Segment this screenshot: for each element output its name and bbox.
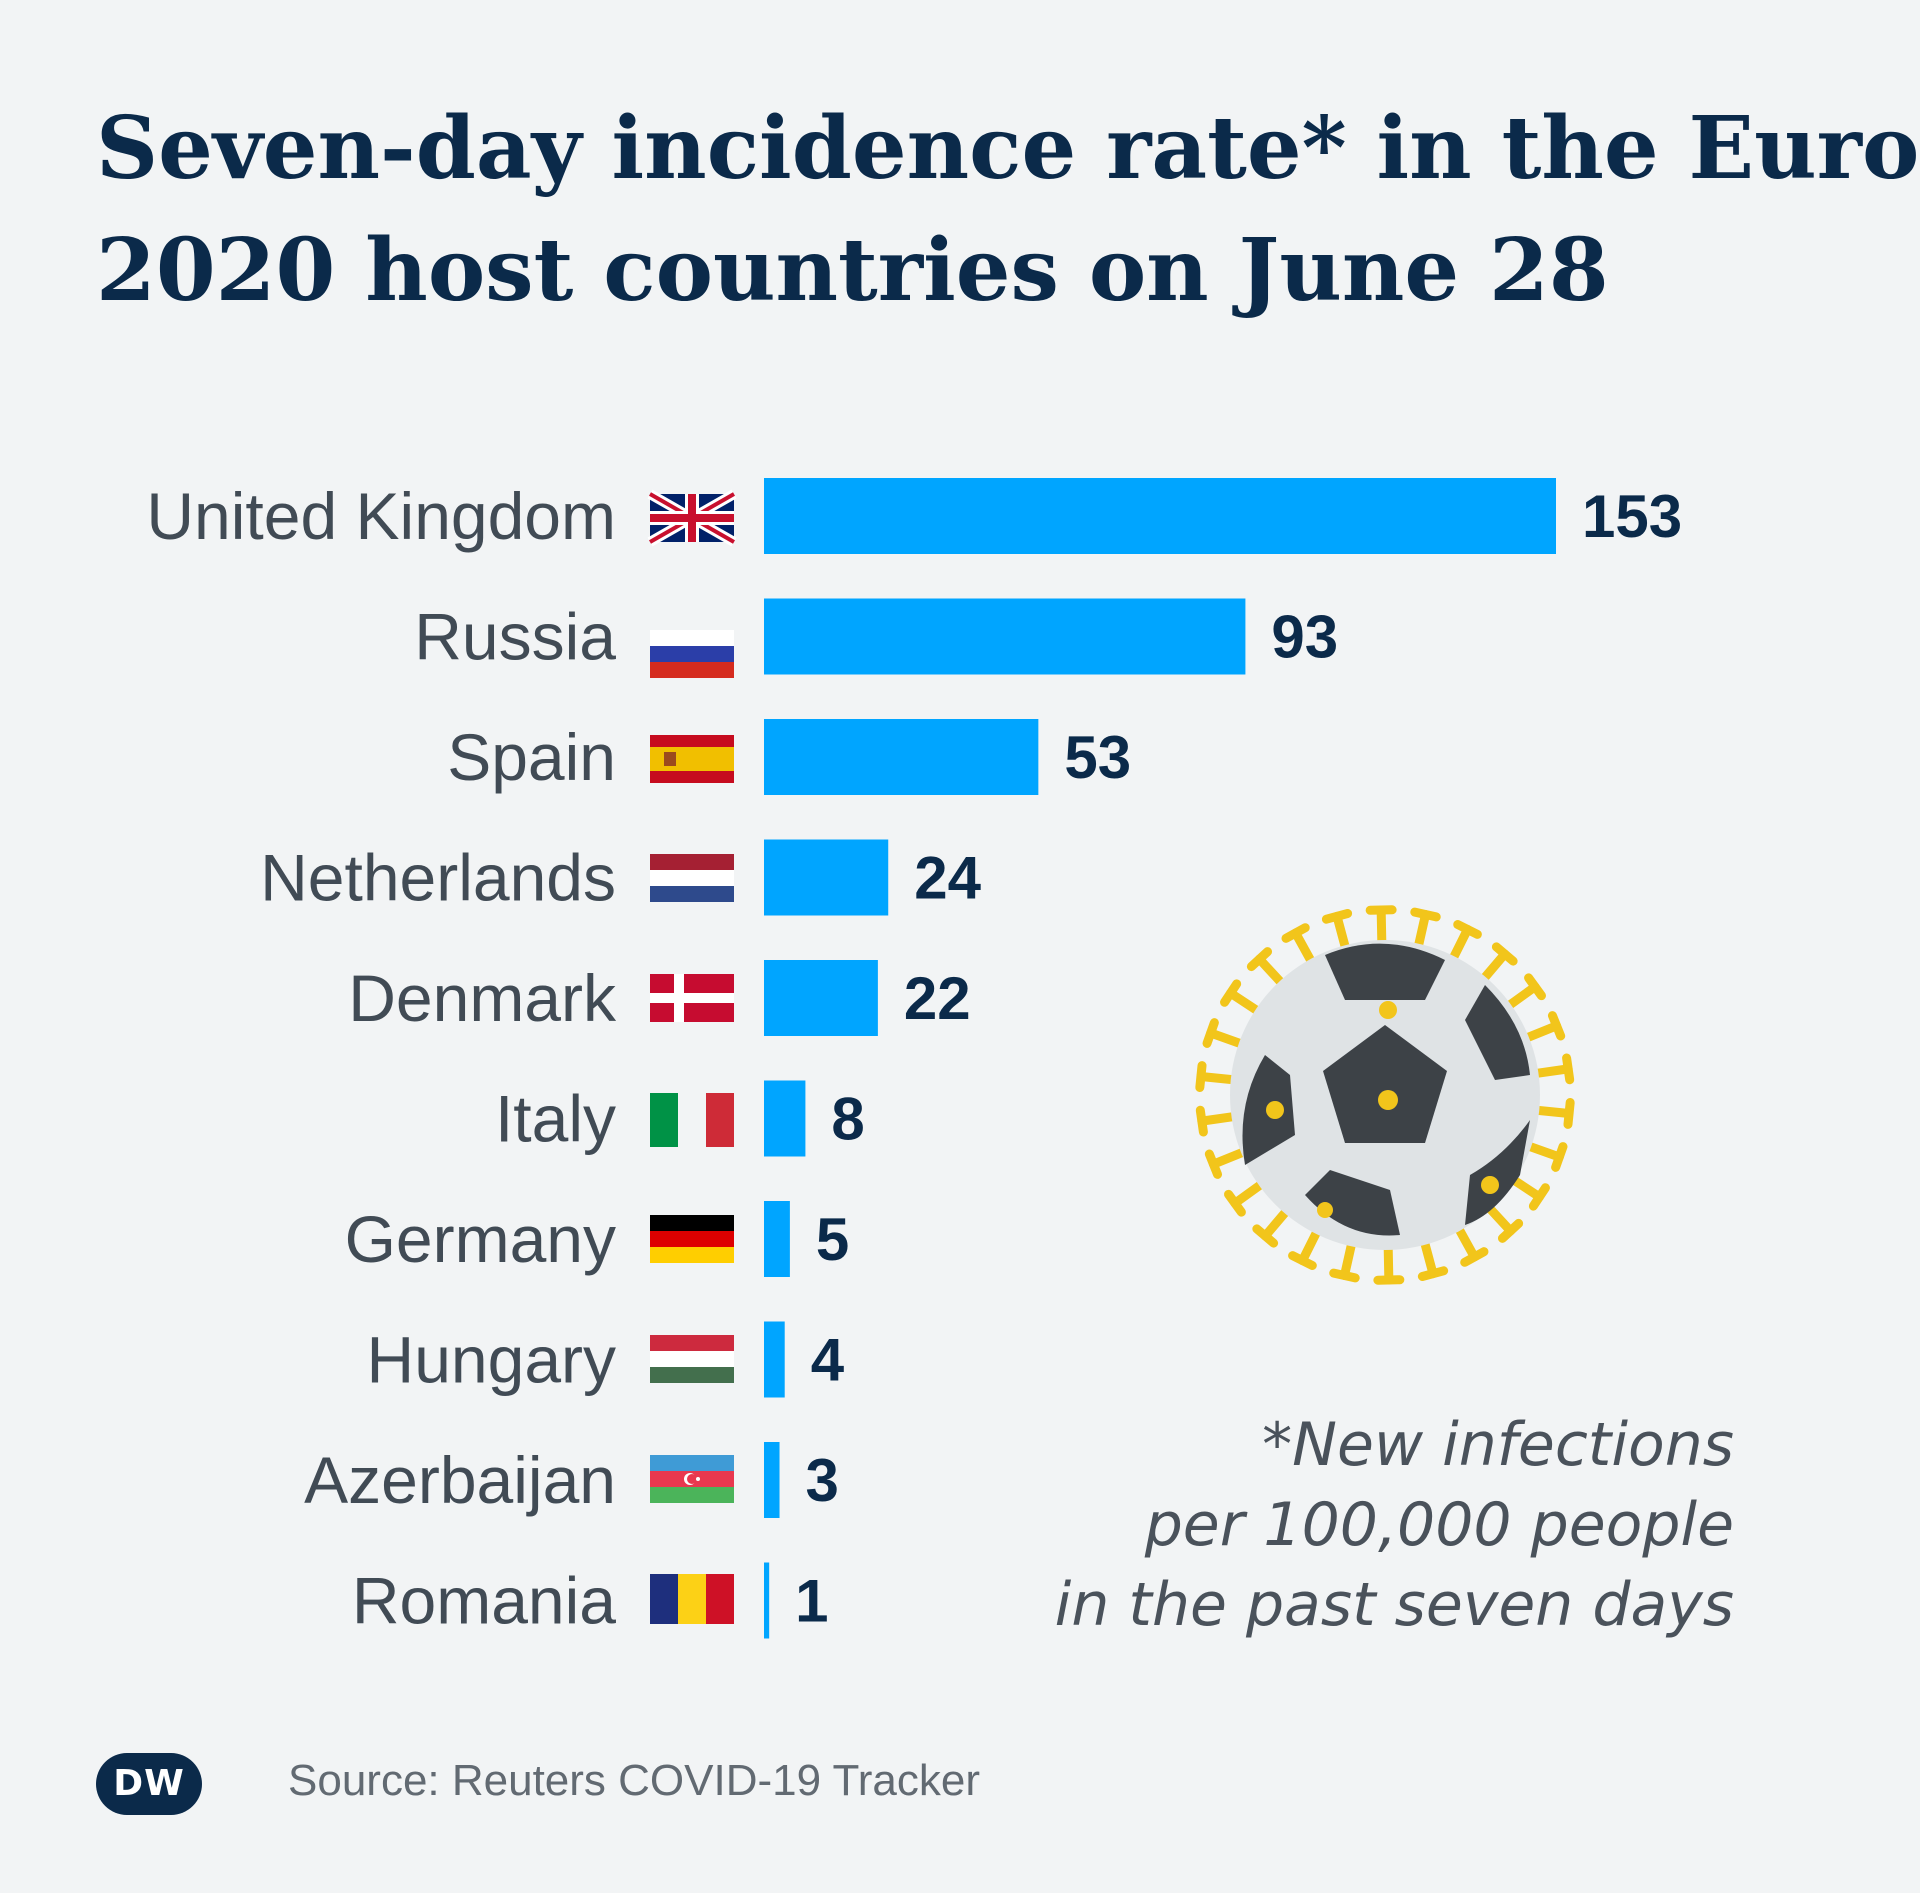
category-label: Azerbaijan (304, 1443, 616, 1517)
bar (764, 478, 1556, 554)
denmark-flag-icon (650, 974, 734, 1022)
category-label: Russia (414, 600, 616, 674)
uk-flag-icon (647, 489, 737, 547)
category-label: Italy (495, 1082, 616, 1156)
value-label: 22 (904, 965, 971, 1032)
germany-flag-icon (650, 1215, 734, 1263)
value-label: 153 (1582, 483, 1682, 550)
category-label: Netherlands (260, 841, 616, 915)
chart-title-line-2: 2020 host countries on June 28 (96, 220, 1609, 321)
value-label: 53 (1064, 724, 1131, 791)
footnote-line-3: in the past seven days (1054, 1570, 1734, 1640)
bar (764, 1442, 780, 1518)
bar (764, 960, 878, 1036)
bar (764, 1562, 770, 1639)
value-label: 5 (816, 1206, 849, 1273)
hungary-flag-icon (650, 1335, 734, 1383)
netherlands-flag-icon (650, 854, 734, 902)
bar (764, 1321, 785, 1398)
category-label: Romania (352, 1564, 616, 1638)
bar (764, 1080, 806, 1157)
category-label: Germany (345, 1202, 616, 1276)
chart-title-line-1: Seven-day incidence rate* in the Euro (96, 98, 1920, 199)
dw-logo: DW (96, 1753, 202, 1815)
value-label: 8 (831, 1086, 864, 1153)
bar (764, 598, 1246, 675)
footnote: *New infections per 100,000 people in th… (1055, 1405, 1734, 1645)
chart-title: Seven-day incidence rate* in the Euro 20… (96, 88, 1920, 332)
bar (764, 1201, 790, 1277)
virus-football-icon (1195, 905, 1575, 1285)
value-label: 4 (811, 1327, 845, 1394)
italy-flag-icon (650, 1093, 734, 1147)
spain-flag-icon (650, 735, 734, 783)
value-label: 3 (806, 1447, 839, 1514)
romania-flag-icon (650, 1574, 734, 1624)
footnote-line-1: *New infections (1262, 1410, 1734, 1480)
value-label: 1 (795, 1568, 828, 1635)
category-label: Hungary (367, 1323, 616, 1397)
virus-spikes (1195, 905, 1575, 1285)
value-label: 24 (914, 845, 981, 912)
category-label: United Kingdom (146, 479, 616, 553)
azerbaijan-flag-icon (650, 1455, 734, 1503)
source-text: Source: Reuters COVID-19 Tracker (288, 1756, 981, 1805)
bar (764, 719, 1039, 795)
category-label: Spain (447, 720, 616, 794)
value-label: 93 (1271, 604, 1338, 671)
flags-layer (647, 489, 737, 1624)
russia-flag-icon (650, 630, 734, 678)
bar (764, 839, 889, 916)
category-label: Denmark (348, 961, 617, 1035)
footnote-line-2: per 100,000 people (1144, 1490, 1734, 1560)
